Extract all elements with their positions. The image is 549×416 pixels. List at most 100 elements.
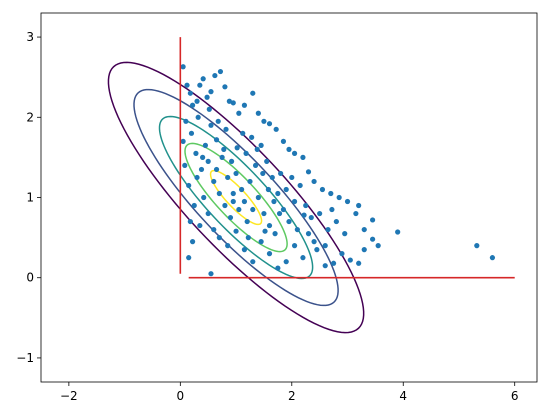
- scatter-point: [201, 194, 207, 201]
- scatter-point: [204, 94, 210, 100]
- y-tick-label: −1: [16, 351, 34, 365]
- scatter-point: [275, 265, 281, 271]
- scatter-point: [239, 186, 245, 193]
- scatter-point: [250, 259, 256, 265]
- scatter-point: [184, 82, 190, 88]
- scatter-point: [189, 239, 196, 245]
- scatter-point: [245, 235, 251, 241]
- scatter-point: [314, 247, 320, 253]
- scatter-point: [205, 210, 211, 217]
- scatter-point: [189, 102, 196, 108]
- y-tick-label: 3: [26, 30, 34, 44]
- scatter-point: [286, 218, 292, 225]
- scatter-point: [474, 243, 480, 249]
- scatter-point: [215, 118, 221, 124]
- scatter-point: [276, 210, 283, 217]
- scatter-point: [197, 82, 203, 88]
- scatter-point: [356, 202, 362, 209]
- scatter-point: [211, 178, 217, 185]
- scatter-point: [236, 206, 242, 213]
- scatter-point: [194, 174, 200, 181]
- scatter-point: [342, 231, 348, 237]
- scatter-point: [208, 122, 214, 128]
- constraint-line-group: [179, 37, 515, 279]
- scatter-point: [227, 214, 234, 221]
- y-axis: −1 0 1 2 3: [16, 30, 41, 365]
- scatter-point: [216, 190, 222, 197]
- x-tick-label: 4: [399, 389, 407, 403]
- scatter-point: [180, 64, 186, 70]
- scatter-point: [186, 255, 192, 261]
- scatter-point: [244, 218, 250, 225]
- scatter-point: [269, 174, 275, 181]
- scatter-point: [202, 142, 208, 148]
- scatter-point: [319, 186, 326, 193]
- scatter-point: [375, 243, 381, 249]
- scatter-point: [187, 218, 193, 225]
- scatter-point: [329, 206, 335, 213]
- scatter-point: [186, 182, 192, 189]
- scatter-point: [300, 255, 306, 261]
- scatter-point: [291, 198, 298, 205]
- scatter-point: [305, 169, 312, 175]
- scatter-point: [336, 194, 342, 201]
- scatter-point: [283, 259, 289, 265]
- scatter-point: [250, 90, 256, 96]
- scatter-point: [333, 218, 339, 225]
- scatter-point: [291, 243, 298, 249]
- scatter-point: [266, 121, 273, 127]
- scatter-point: [234, 145, 240, 151]
- scatter-point: [361, 226, 367, 233]
- scatter-point: [258, 142, 264, 148]
- scatter-point: [294, 226, 300, 233]
- scatter-point: [225, 174, 231, 181]
- scatter-point: [255, 110, 261, 116]
- contour-level-1: [107, 61, 365, 334]
- scatter-point: [255, 194, 261, 201]
- x-tick-label: 2: [288, 389, 296, 403]
- contour-level-5: [209, 169, 263, 226]
- scatter-point: [344, 198, 351, 205]
- scatter-point: [241, 198, 248, 205]
- scatter-point: [347, 257, 353, 263]
- scatter-point: [183, 118, 189, 124]
- scatter-point: [260, 170, 266, 177]
- scatter-point: [213, 166, 220, 173]
- scatter-point: [180, 138, 186, 144]
- scatter-point: [208, 89, 214, 95]
- scatter-point: [489, 255, 496, 261]
- scatter-point: [303, 202, 309, 209]
- scatter-point: [241, 102, 248, 108]
- scatter-point: [219, 154, 225, 160]
- scatter-point: [193, 150, 199, 156]
- scatter-point: [211, 226, 217, 233]
- scatter-point: [261, 118, 267, 124]
- scatter-point: [370, 236, 376, 242]
- scatter-point: [272, 231, 278, 237]
- y-tick-label: 0: [26, 271, 34, 285]
- scatter-point: [353, 210, 359, 217]
- scatter-point: [265, 186, 271, 193]
- scatter-point: [286, 146, 292, 152]
- scatter-point: [206, 106, 212, 112]
- scatter-point: [328, 190, 334, 197]
- plot-area: [41, 13, 537, 382]
- scatter-point: [278, 170, 284, 177]
- scatter-point: [195, 114, 201, 120]
- scatter-point: [182, 162, 188, 169]
- scatter-point: [200, 76, 206, 82]
- scatter-point: [236, 110, 242, 116]
- scatter-point: [330, 260, 337, 266]
- scatter-point: [230, 190, 236, 197]
- scatter-point: [322, 263, 328, 269]
- scatter-point: [243, 150, 249, 156]
- scatter-point: [317, 210, 323, 217]
- scatter-point: [273, 126, 279, 132]
- scatter-point: [188, 130, 195, 136]
- scatter-point: [212, 72, 218, 79]
- scatter-point: [262, 228, 268, 234]
- scatter-point: [266, 222, 273, 229]
- scatter-point: [187, 90, 193, 96]
- scatter-point: [361, 247, 367, 253]
